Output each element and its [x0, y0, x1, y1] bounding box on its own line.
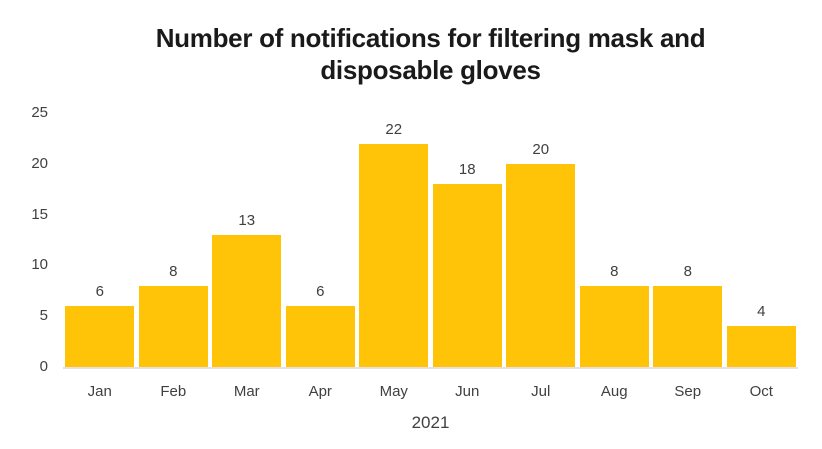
x-tick-label: Feb [160, 383, 187, 400]
bar-value-label: 18 [458, 161, 476, 179]
y-tick-label: 10 [31, 256, 48, 273]
bar-slot: 6 [284, 113, 358, 367]
bar-jun: 18 [432, 161, 502, 367]
bar-value-label: 4 [757, 303, 766, 321]
bar-jan: 6 [65, 283, 135, 367]
bar-slot: 6 [63, 113, 137, 367]
x-tick-label: Sep [674, 383, 702, 400]
bar-sep: 8 [653, 263, 723, 367]
bar-slot: 8 [578, 113, 652, 367]
bar-feb: 8 [138, 263, 208, 367]
x-axis: Jan Feb Mar Apr May Jun Jul Aug Sep Oct [63, 383, 798, 401]
bar-slot: 13 [210, 113, 284, 367]
bar-mar: 13 [212, 212, 282, 367]
bar-oct: 4 [726, 303, 796, 367]
bar-slot: 8 [137, 113, 211, 367]
bar-value-label: 22 [385, 120, 403, 138]
y-tick-label: 0 [39, 358, 48, 375]
x-tick-label: Apr [308, 383, 332, 400]
bar-slot: 8 [651, 113, 725, 367]
chart-title-line-1: Number of notifications for filtering ma… [155, 23, 706, 53]
x-axis-title: 2021 [411, 413, 450, 432]
bar-apr: 6 [285, 283, 355, 367]
x-tick-label: Jul [531, 383, 551, 400]
bar-slot: 4 [725, 113, 799, 367]
bar-may: 22 [359, 121, 429, 367]
y-axis: 0 5 10 15 20 25 [0, 0, 48, 449]
bar-value-label: 20 [532, 140, 550, 158]
plot-area: 6 8 13 6 22 18 20 8 8 4 [63, 113, 798, 369]
x-tick-label: Aug [600, 383, 628, 400]
x-tick-label: Jan [87, 383, 112, 400]
chart-title: Number of notifications for filtering ma… [63, 22, 798, 86]
bar-aug: 8 [579, 263, 649, 367]
y-tick-label: 15 [31, 206, 48, 223]
y-tick-label: 20 [31, 155, 48, 172]
bar-value-label: 13 [238, 211, 256, 229]
x-tick-label: May [379, 383, 408, 400]
bar-jul: 20 [506, 141, 576, 367]
bar-value-label: 8 [610, 262, 619, 280]
x-tick-label: Jun [455, 383, 480, 400]
y-tick-label: 5 [39, 307, 48, 324]
bar-value-label: 6 [95, 283, 104, 300]
bar-value-label: 8 [683, 262, 692, 280]
bar-value-label: 6 [316, 283, 325, 300]
x-tick-label: Oct [749, 383, 773, 400]
bar-slot: 18 [431, 113, 505, 367]
bar-slot: 22 [357, 113, 431, 367]
x-tick-label: Mar [233, 383, 260, 400]
bar-value-label: 8 [169, 262, 178, 280]
chart-title-line-2: disposable gloves [320, 55, 541, 85]
bar-slot: 20 [504, 113, 578, 367]
y-tick-label: 25 [31, 104, 48, 121]
